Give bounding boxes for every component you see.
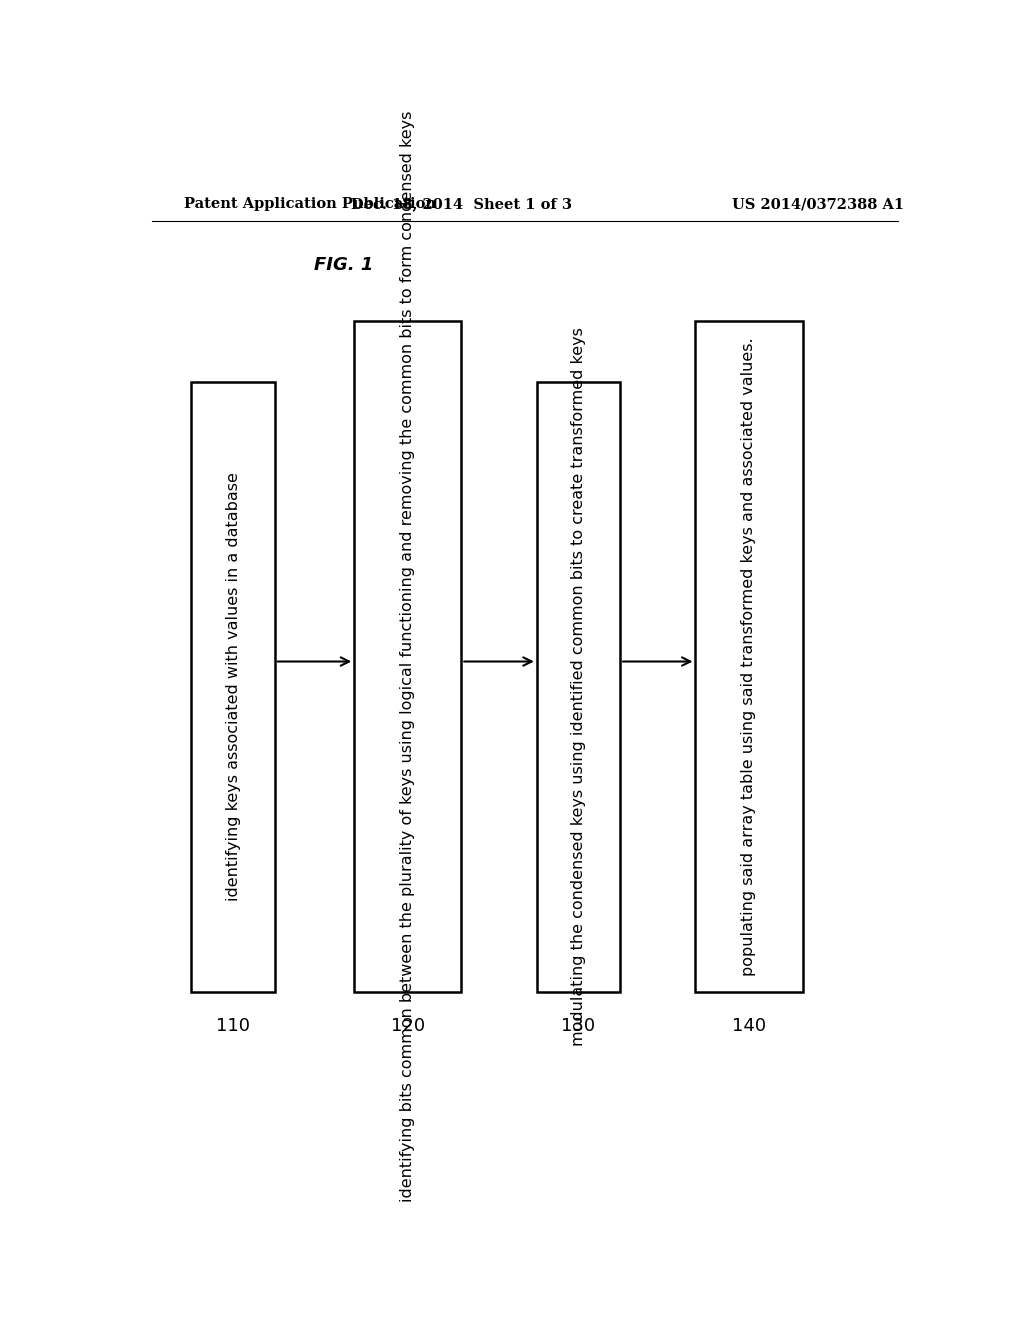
Text: identifying bits common between the plurality of keys using logical functioning : identifying bits common between the plur… (400, 111, 416, 1203)
Bar (537, 381, 620, 991)
Text: US 2014/0372388 A1: US 2014/0372388 A1 (732, 197, 904, 211)
Text: identifying keys associated with values in a database: identifying keys associated with values … (225, 473, 241, 902)
Text: FIG. 1: FIG. 1 (314, 256, 374, 275)
Text: 130: 130 (561, 1018, 595, 1035)
Text: modulating the condensed keys using identified common bits to create transformed: modulating the condensed keys using iden… (570, 327, 586, 1047)
Bar (191, 381, 274, 991)
Text: Patent Application Publication: Patent Application Publication (183, 197, 435, 211)
Text: populating said array table using said transformed keys and associated values.: populating said array table using said t… (741, 337, 757, 975)
Text: 110: 110 (216, 1018, 250, 1035)
Text: Dec. 18, 2014  Sheet 1 of 3: Dec. 18, 2014 Sheet 1 of 3 (351, 197, 571, 211)
Bar (354, 321, 461, 991)
Bar (695, 321, 803, 991)
Text: 140: 140 (732, 1018, 766, 1035)
Text: 120: 120 (391, 1018, 425, 1035)
